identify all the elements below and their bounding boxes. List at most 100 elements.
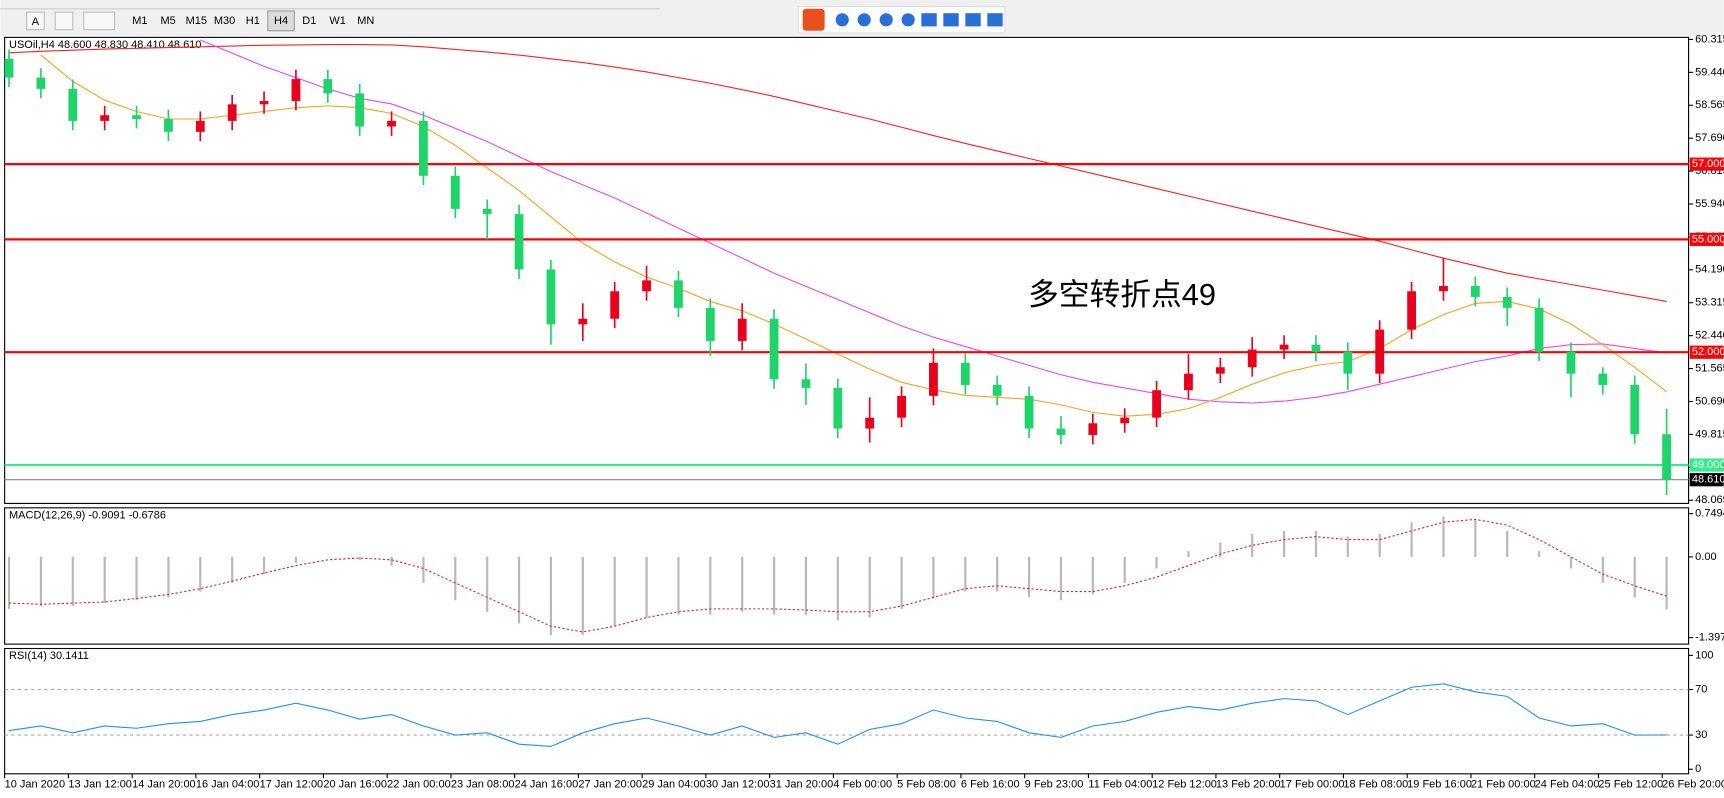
timeframe-button[interactable] xyxy=(296,10,323,31)
timeframe-label[interactable]: D1 xyxy=(302,15,316,27)
ime-icon[interactable] xyxy=(965,13,981,27)
timeframe-label[interactable]: M5 xyxy=(160,15,175,27)
x-tick-label: 30 Jan 12:00 xyxy=(706,779,770,791)
ime-icon[interactable] xyxy=(835,13,849,27)
ime-logo[interactable] xyxy=(802,8,825,31)
timeframe-button[interactable] xyxy=(267,10,295,32)
x-tick-label: 29 Jan 04:00 xyxy=(642,779,706,791)
level-label-box xyxy=(1689,232,1724,246)
macd-bar xyxy=(1569,556,1573,569)
timeframe-label[interactable]: MN xyxy=(357,15,374,27)
timeframe-button[interactable] xyxy=(154,10,182,31)
timeframe-button[interactable] xyxy=(183,10,210,31)
candle-body xyxy=(450,175,460,209)
timeframe-label[interactable]: M15 xyxy=(186,15,207,27)
x-tick-label: 13 Feb 20:00 xyxy=(1216,779,1281,791)
macd-bar xyxy=(1251,533,1254,557)
y-tick-label: 54.190 xyxy=(1695,264,1724,276)
candle-body xyxy=(960,362,970,385)
ime-icon[interactable] xyxy=(857,13,871,27)
timeframe-label[interactable]: M1 xyxy=(132,15,147,27)
timeframe-button[interactable] xyxy=(324,10,351,31)
candle-body xyxy=(36,77,46,89)
macd-title: MACD(12,26,9) -0.9091 -0.6786 xyxy=(9,509,166,521)
macd-bar xyxy=(135,556,138,601)
macd-bar xyxy=(1346,536,1349,557)
y-tick-label: 58.565 xyxy=(1695,99,1724,111)
y-tick-label: 48.065 xyxy=(1695,494,1724,506)
panel-frame xyxy=(4,507,1690,645)
candle-body xyxy=(323,79,333,94)
macd-bar xyxy=(167,556,170,598)
macd-bar xyxy=(1474,519,1477,557)
moving-average xyxy=(9,43,1667,302)
macd-bar xyxy=(1537,551,1541,557)
candle-body xyxy=(1056,428,1066,435)
y-tick-label: 59.440 xyxy=(1695,66,1724,78)
shapes-tool-button[interactable] xyxy=(83,11,116,31)
macd-bar xyxy=(231,556,234,583)
macd-bar xyxy=(996,556,999,592)
timeframe-button[interactable] xyxy=(211,10,238,31)
candle-body xyxy=(1598,373,1608,385)
candle-body xyxy=(1662,434,1671,480)
x-tick-label: 31 Jan 20:00 xyxy=(770,779,834,791)
macd-bar xyxy=(294,556,298,563)
ime-icon[interactable] xyxy=(943,13,959,27)
text-tool-button[interactable] xyxy=(26,11,45,31)
x-tick-label: 25 Feb 12:00 xyxy=(1598,779,1663,791)
y-tick-label: 51.565 xyxy=(1695,362,1724,374)
candle-body xyxy=(546,269,556,325)
panel-frame xyxy=(4,36,1690,504)
candle-body xyxy=(1184,373,1193,391)
y-tick-label: 49.815 xyxy=(1695,428,1724,440)
candle-body xyxy=(482,208,492,215)
x-tick-label: 16 Jan 04:00 xyxy=(196,779,260,791)
candle-body xyxy=(705,307,715,341)
macd-bar xyxy=(836,556,839,621)
candle-body xyxy=(1311,344,1321,352)
y-tick-label: 70 xyxy=(1695,683,1707,695)
macd-bar xyxy=(71,556,74,606)
label-tool-button[interactable] xyxy=(54,11,74,31)
timeframe-label[interactable]: M30 xyxy=(214,15,235,27)
macd-bar xyxy=(1506,530,1509,557)
signal-line xyxy=(9,518,1667,633)
macd-bar xyxy=(772,556,776,615)
macd-bar xyxy=(1314,530,1318,557)
candle-body xyxy=(1152,390,1161,418)
timeframe-button[interactable] xyxy=(126,10,154,31)
timeframe-button[interactable] xyxy=(239,10,267,31)
macd-bar xyxy=(103,556,106,604)
timeframe-button[interactable] xyxy=(352,10,380,31)
ime-icon[interactable] xyxy=(921,13,937,27)
x-tick-label: 18 Feb 08:00 xyxy=(1343,779,1408,791)
x-tick-label: 4 Feb 00:00 xyxy=(833,779,892,791)
x-tick-label: 9 Feb 23:00 xyxy=(1025,779,1084,791)
candle-body xyxy=(897,395,906,418)
macd-bar xyxy=(804,556,808,615)
macd-bar xyxy=(613,556,616,627)
candle-body xyxy=(1343,351,1353,374)
candle-body xyxy=(1470,286,1480,297)
level-label: 52.000 xyxy=(1692,346,1724,358)
candle-body xyxy=(1024,395,1034,429)
text-tool-label[interactable]: A xyxy=(32,16,40,28)
timeframe-label[interactable]: H1 xyxy=(246,15,260,27)
y-tick-label: 0.00 xyxy=(1695,551,1716,563)
timeframe-label[interactable]: H4 xyxy=(274,15,288,27)
macd-bar xyxy=(677,556,680,615)
candle-body xyxy=(164,118,173,132)
ime-icon[interactable] xyxy=(901,13,915,27)
panel-frame xyxy=(4,647,1690,775)
x-tick-label: 5 Feb 08:00 xyxy=(897,779,956,791)
timeframe-label[interactable]: W1 xyxy=(329,15,345,27)
macd-bar xyxy=(1378,533,1381,557)
ime-icon[interactable] xyxy=(879,13,893,27)
x-tick-label: 13 Jan 12:00 xyxy=(68,779,132,791)
candle-body xyxy=(259,100,269,105)
candle-body xyxy=(387,120,396,127)
candle-body xyxy=(132,115,141,119)
x-tick-label: 24 Jan 16:00 xyxy=(515,779,579,791)
ime-icon[interactable] xyxy=(987,13,1003,27)
